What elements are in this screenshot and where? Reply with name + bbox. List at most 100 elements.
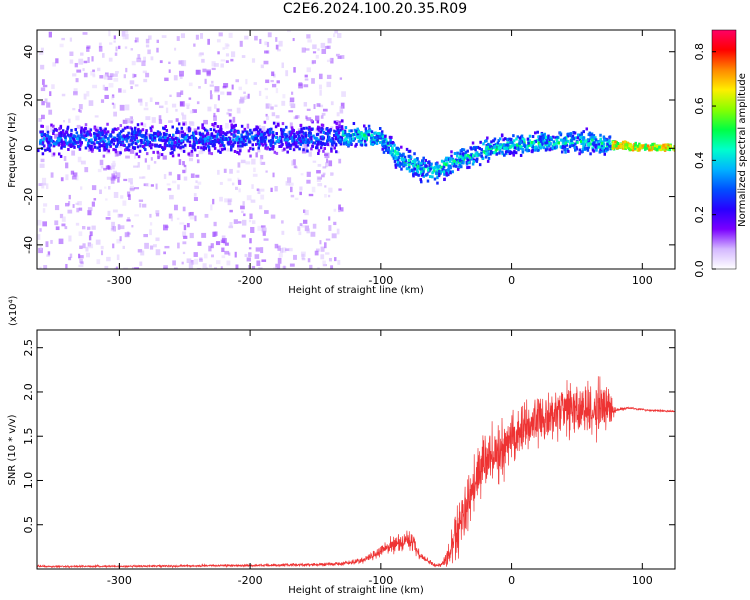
spectrogram-cell xyxy=(601,146,604,150)
spectrogram-cell xyxy=(260,64,264,69)
spectrogram-cell xyxy=(467,160,471,164)
spectrogram-cell xyxy=(181,60,187,67)
spectrogram-cell xyxy=(75,131,79,135)
spectrogram-cell xyxy=(179,70,184,77)
spectrogram-cell xyxy=(37,149,40,153)
spectrogram-cell xyxy=(586,142,590,146)
spectrogram-cell xyxy=(42,144,46,148)
spectrogram-cell xyxy=(274,243,279,249)
spectrogram-cell xyxy=(516,135,519,139)
spectrogram-cell xyxy=(111,94,115,98)
spectrogram-cell xyxy=(144,158,147,163)
spectrogram-cell xyxy=(433,166,436,170)
spectrogram-cell xyxy=(581,147,585,151)
spectrogram-cell xyxy=(435,171,438,175)
spectrogram-cell xyxy=(329,58,332,62)
spectrogram-cell xyxy=(487,152,490,156)
spectrogram-cell xyxy=(61,223,66,227)
spectrogram-cell xyxy=(145,129,148,133)
spectrogram-cell xyxy=(219,125,223,129)
spectrogram-cell xyxy=(93,142,96,146)
spectrogram-cell xyxy=(174,136,178,140)
spectrogram-cell xyxy=(404,159,407,163)
spectrogram-cell xyxy=(107,164,110,171)
spectrogram-cell xyxy=(227,199,232,206)
spectrogram-cell xyxy=(293,165,297,169)
spectrogram-cell xyxy=(451,162,454,166)
spectrogram-cell xyxy=(337,55,342,59)
spectrogram-cell xyxy=(348,129,351,133)
spectrogram-cell xyxy=(41,183,45,189)
spectrogram-cell xyxy=(126,231,130,236)
spectrogram-cell xyxy=(523,143,526,147)
spectrogram-cell xyxy=(224,242,229,246)
spectrogram-cell xyxy=(336,127,339,131)
spectrogram-cell xyxy=(91,201,95,207)
spectrogram-cell xyxy=(172,148,176,152)
spectrogram-cell xyxy=(311,78,315,84)
spectrogram-cell xyxy=(517,148,520,152)
spectrogram-cell xyxy=(566,147,569,151)
spectrogram-cell xyxy=(434,162,438,166)
spectrogram-cell xyxy=(478,163,482,167)
spectrogram-cell xyxy=(171,103,177,108)
spectrogram-cell xyxy=(228,113,232,117)
spectrogram-cell xyxy=(590,133,594,137)
spectrogram-cell xyxy=(157,156,160,160)
spectrogram-cell xyxy=(352,122,356,126)
spectrogram-cell xyxy=(118,140,121,144)
spectrogram-cell xyxy=(534,140,537,144)
spectrogram-cell xyxy=(201,135,205,139)
spectrogram-cell xyxy=(608,135,612,139)
spectrogram-cell xyxy=(338,120,342,124)
spectrogram-cell xyxy=(544,141,547,145)
spectrogram-cell xyxy=(300,127,303,131)
spectrogram-cell xyxy=(484,155,488,159)
spectrogram-cell xyxy=(177,153,181,157)
spectrogram-cell xyxy=(468,155,472,159)
spectrogram-cell xyxy=(664,143,667,147)
spectrogram-cell xyxy=(322,166,327,169)
spectrogram-cell xyxy=(153,131,157,135)
spectrogram-cell xyxy=(307,39,312,43)
spectrogram-cell xyxy=(408,169,412,173)
spectrogram-cell xyxy=(107,142,111,146)
spectrogram-cell xyxy=(109,144,112,148)
spectrogram-cell xyxy=(579,139,583,143)
spectrogram-cell xyxy=(250,131,253,135)
spectrogram-cell xyxy=(547,142,550,146)
spectrogram-cell xyxy=(103,147,106,151)
spectrogram-cell xyxy=(79,245,83,250)
spectrogram-cell xyxy=(156,130,160,134)
spectrogram-cell xyxy=(50,239,53,244)
spectrogram-cell xyxy=(413,152,416,156)
spectrogram-cell xyxy=(417,173,420,177)
spectrogram-cell xyxy=(39,52,44,56)
spectrogram-cell xyxy=(111,163,116,167)
spectrogram-cell xyxy=(393,149,397,153)
spectrogram-cell xyxy=(165,128,169,132)
spectrogram-cell xyxy=(645,146,648,150)
spectrogram-cell xyxy=(555,145,559,149)
spectrogram-cell xyxy=(673,144,675,148)
spectrogram-cell xyxy=(325,252,330,255)
spectrogram-cell xyxy=(88,235,92,241)
spectrogram-cell xyxy=(327,38,332,44)
spectrogram-cell xyxy=(155,249,161,256)
spectrogram-cell xyxy=(100,165,104,169)
spectrogram-cell xyxy=(206,69,211,75)
spectrogram-cell xyxy=(117,176,120,183)
spectrogram-cell xyxy=(76,124,81,129)
spectrogram-cell xyxy=(302,148,305,152)
spectrogram-cell xyxy=(86,144,90,148)
spectrogram-cell xyxy=(243,129,247,133)
spectrogram-cell xyxy=(519,141,523,145)
spectrogram-cell xyxy=(67,209,73,214)
spectrogram-cell xyxy=(436,165,439,169)
spectrogram-cell xyxy=(628,144,631,148)
spectrogram-cell xyxy=(151,117,156,123)
spectrogram-cell xyxy=(445,171,448,175)
spectrogram-cell xyxy=(212,128,216,132)
spectrogram-cell xyxy=(250,135,254,139)
spectrogram-cell xyxy=(162,224,168,231)
